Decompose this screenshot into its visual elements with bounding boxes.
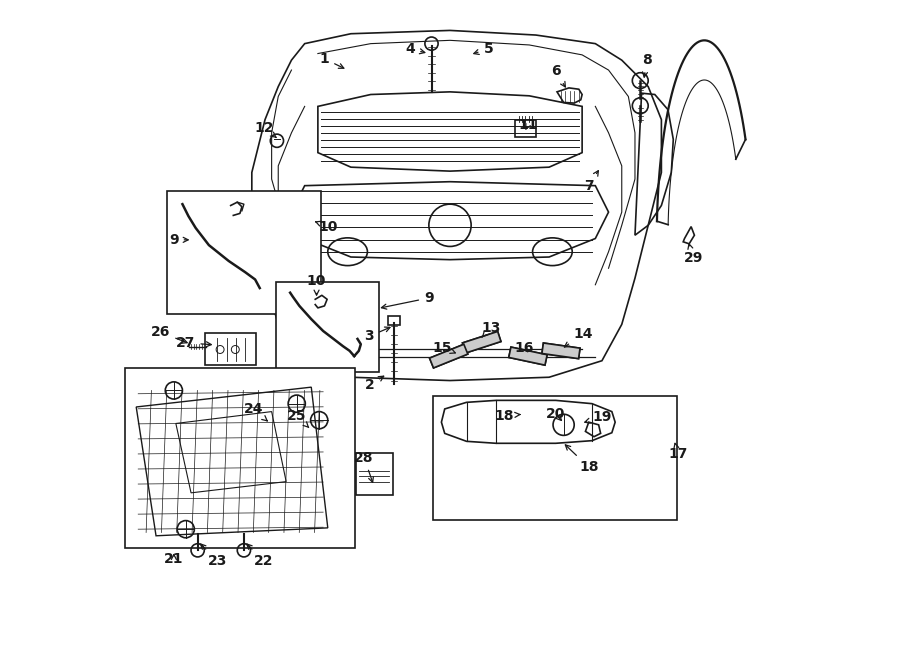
- Text: 9: 9: [382, 291, 434, 309]
- Text: 10: 10: [307, 274, 326, 295]
- FancyBboxPatch shape: [125, 368, 355, 548]
- Text: 24: 24: [243, 402, 267, 421]
- Text: 4: 4: [406, 42, 425, 56]
- Text: 17: 17: [668, 444, 688, 461]
- Text: 8: 8: [642, 53, 652, 77]
- Text: 22: 22: [247, 544, 274, 568]
- Text: 20: 20: [546, 407, 565, 421]
- Polygon shape: [429, 344, 468, 368]
- Text: 2: 2: [364, 376, 383, 392]
- Text: 25: 25: [287, 408, 309, 428]
- Text: 23: 23: [201, 544, 227, 568]
- Text: 19: 19: [585, 410, 612, 424]
- Text: 12: 12: [254, 120, 276, 138]
- Text: 26: 26: [151, 325, 187, 343]
- Text: 15: 15: [432, 340, 455, 355]
- Text: 10: 10: [316, 220, 338, 234]
- Polygon shape: [542, 343, 580, 359]
- Text: 5: 5: [473, 42, 493, 56]
- Text: 21: 21: [164, 552, 184, 566]
- Text: 7: 7: [584, 171, 598, 193]
- Text: 13: 13: [482, 320, 500, 338]
- Text: 29: 29: [683, 244, 703, 265]
- Text: 11: 11: [518, 118, 537, 132]
- FancyBboxPatch shape: [275, 282, 379, 372]
- Text: 14: 14: [564, 326, 593, 347]
- Text: 18: 18: [494, 408, 520, 422]
- Text: 3: 3: [364, 327, 390, 344]
- Text: 6: 6: [551, 64, 565, 87]
- Polygon shape: [463, 332, 501, 353]
- Text: 1: 1: [320, 52, 344, 68]
- Text: 16: 16: [514, 340, 534, 355]
- Text: 9: 9: [169, 233, 188, 247]
- FancyBboxPatch shape: [433, 396, 678, 520]
- Text: 27: 27: [176, 336, 212, 350]
- Text: 18: 18: [565, 445, 599, 474]
- FancyBboxPatch shape: [166, 191, 320, 314]
- Polygon shape: [508, 347, 547, 365]
- Text: 28: 28: [355, 451, 374, 483]
